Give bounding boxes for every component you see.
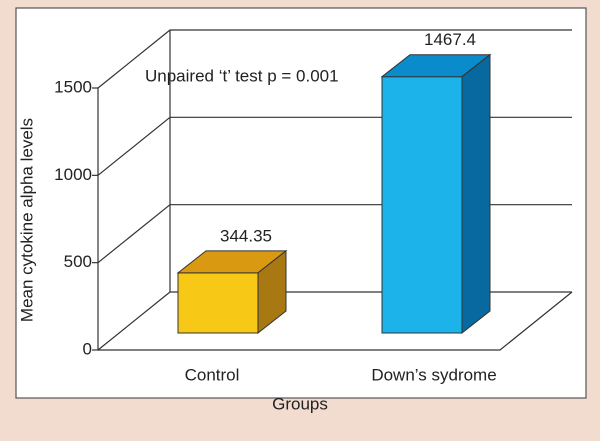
x-tick-label: Control bbox=[185, 365, 240, 384]
bar-front bbox=[177, 272, 259, 334]
value-label: 1467.4 bbox=[424, 30, 476, 49]
x-axis-label: Groups bbox=[272, 394, 328, 413]
bar-side bbox=[461, 53, 491, 335]
floor-edge bbox=[98, 291, 573, 351]
y-axis-label: Mean cytokine alpha levels bbox=[17, 118, 36, 322]
y-tick-label: 1000 bbox=[54, 165, 92, 184]
grid-line bbox=[97, 29, 572, 89]
plot-panel bbox=[15, 7, 587, 399]
y-tick-label: 1500 bbox=[54, 77, 92, 96]
value-label: 344.35 bbox=[220, 226, 272, 245]
annotation: Unpaired ‘t’ test p = 0.001 bbox=[145, 66, 339, 85]
bar-side bbox=[257, 249, 287, 335]
bar-front bbox=[381, 76, 463, 334]
y-tick-label: 500 bbox=[64, 252, 92, 271]
x-tick-label: Down’s sydrome bbox=[371, 365, 496, 384]
y-tick-label: 0 bbox=[83, 339, 92, 358]
